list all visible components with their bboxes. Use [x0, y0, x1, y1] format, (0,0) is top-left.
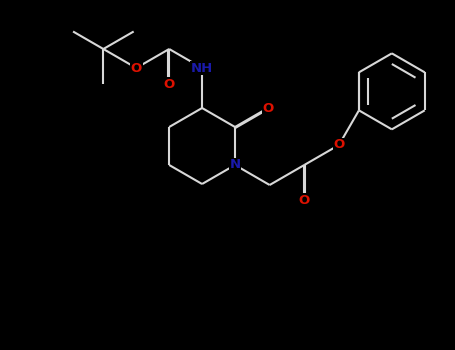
Text: NH: NH — [191, 62, 213, 75]
Text: O: O — [298, 194, 310, 206]
Text: N: N — [229, 159, 241, 172]
Text: O: O — [131, 62, 142, 75]
Text: O: O — [163, 77, 175, 91]
Text: O: O — [334, 139, 344, 152]
Text: O: O — [262, 102, 273, 114]
